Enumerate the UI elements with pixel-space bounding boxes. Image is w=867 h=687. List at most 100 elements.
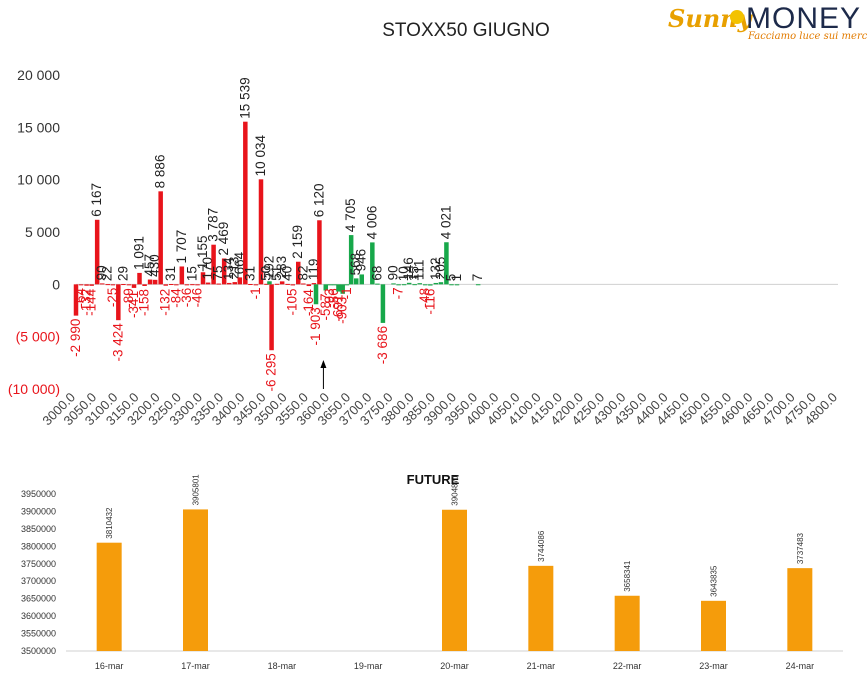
option-bar	[454, 284, 460, 286]
future-x-tick-label: 17-mar	[181, 661, 210, 671]
data-label: 51	[269, 266, 284, 281]
data-label: -132	[158, 289, 173, 316]
option-bar	[264, 283, 269, 285]
option-bar	[226, 282, 232, 285]
data-label: 15	[407, 266, 422, 281]
option-bar	[184, 284, 190, 286]
future-bar	[787, 568, 813, 651]
option-bar	[94, 219, 100, 285]
option-bar	[158, 191, 163, 285]
data-label: 68	[369, 266, 384, 281]
data-label: 3 787	[206, 208, 221, 242]
data-label: 1 707	[174, 230, 189, 264]
data-label: -587	[318, 293, 333, 320]
future-y-tick-label: 3550000	[21, 629, 56, 639]
y-tick-label: 15 000	[17, 119, 60, 135]
data-label: 5	[443, 274, 458, 282]
option-bar	[412, 284, 417, 286]
y-tick-label: 10 000	[17, 172, 60, 188]
data-label: 22	[100, 266, 115, 281]
future-y-tick-label: 3750000	[21, 559, 56, 569]
option-bar	[131, 284, 137, 288]
future-y-tick-label: 3600000	[21, 611, 56, 621]
data-label: -2 990	[68, 319, 83, 357]
option-bar	[274, 283, 280, 285]
data-label: 111	[412, 260, 427, 281]
data-label: 134	[221, 257, 236, 280]
data-label: 75	[211, 266, 226, 281]
option-bar	[174, 284, 179, 286]
option-bar	[449, 284, 454, 286]
future-title: FUTURE	[407, 472, 460, 487]
data-label: -93	[322, 288, 337, 308]
data-label: -158	[137, 289, 152, 316]
data-label: 6 167	[89, 183, 104, 217]
data-label: 4 021	[438, 205, 453, 239]
data-label: -25	[105, 288, 120, 308]
data-label: 6 120	[311, 183, 326, 217]
option-bar	[353, 278, 359, 285]
data-label: 4 006	[364, 206, 379, 240]
data-label: 15	[184, 266, 199, 281]
data-label: 283	[274, 256, 289, 279]
future-x-tick-label: 20-mar	[440, 661, 469, 671]
option-bar	[290, 284, 295, 286]
option-bar	[417, 283, 422, 285]
option-bar	[169, 284, 174, 286]
future-x-tick-label: 16-mar	[95, 661, 124, 671]
future-x-tick-label: 24-mar	[786, 661, 815, 671]
option-bar	[200, 272, 206, 285]
data-label: 213	[227, 257, 242, 280]
option-bar	[348, 235, 354, 285]
data-label: 1 091	[132, 236, 147, 270]
data-label: -84	[168, 288, 183, 308]
data-label: -86	[326, 288, 341, 308]
data-label: -105	[285, 288, 300, 315]
data-label: -164	[301, 289, 316, 317]
option-bar	[190, 284, 195, 286]
option-bar	[105, 284, 110, 286]
option-bar	[313, 284, 319, 305]
future-data-label: 3643835	[710, 565, 719, 597]
future-data-label: 3744086	[537, 530, 546, 562]
data-label: 292	[261, 256, 276, 279]
option-bar	[243, 121, 248, 285]
option-bar	[110, 284, 116, 286]
data-label: 82	[295, 265, 310, 280]
stoxx50-options-chart: STOXX50 GIUGNO 20 000 15 000 10 000 5 000 0 (5…	[8, 20, 840, 428]
option-bar	[258, 179, 264, 285]
option-bar	[99, 283, 105, 285]
option-bar	[306, 284, 312, 287]
data-label: -1	[339, 287, 354, 299]
data-label: 90	[94, 265, 109, 280]
option-bar	[323, 284, 329, 291]
future-x-tick-label: 18-mar	[268, 661, 297, 671]
option-bar	[195, 284, 200, 286]
data-label: -116	[422, 289, 437, 315]
future-y-tick-label: 3700000	[21, 576, 56, 586]
future-bar	[614, 595, 640, 651]
option-bar	[126, 284, 132, 286]
option-bar	[475, 284, 481, 286]
future-data-label: 3737483	[796, 532, 805, 564]
data-label: 90	[386, 265, 401, 280]
data-label: -3 424	[110, 323, 125, 362]
data-label: -1 903	[308, 307, 323, 345]
future-bar	[183, 509, 208, 651]
data-label: -341	[126, 291, 141, 318]
logo-tagline: Facciamo luce sui mercati	[748, 31, 867, 42]
option-bar	[163, 284, 168, 286]
future-bar	[96, 542, 122, 651]
data-label: -903	[335, 297, 350, 324]
data-label: 15 539	[237, 77, 252, 118]
option-bar	[301, 283, 306, 285]
sun-icon	[730, 10, 744, 24]
data-label: 205	[433, 257, 448, 280]
future-y-tick-label: 3800000	[21, 541, 56, 551]
option-bar	[253, 284, 259, 286]
data-label: 10 034	[253, 135, 268, 177]
option-bar	[296, 261, 301, 285]
option-bar	[391, 283, 396, 285]
future-bar	[528, 565, 554, 651]
option-bar	[211, 244, 216, 285]
